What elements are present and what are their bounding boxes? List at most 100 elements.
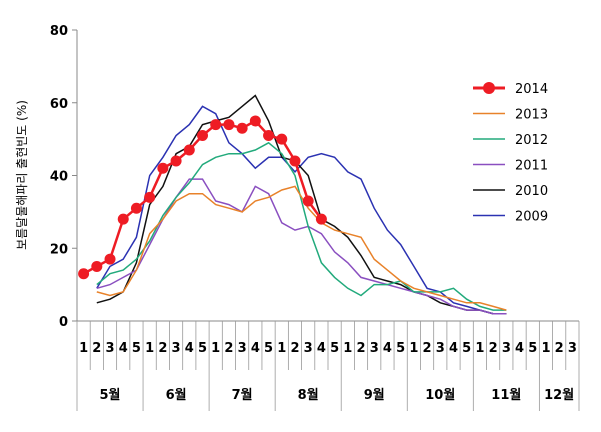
week-label: 2	[158, 341, 167, 356]
week-label: 1	[409, 341, 418, 356]
legend-label: 2009	[515, 210, 548, 225]
week-label: 4	[383, 341, 392, 356]
week-label: 2	[555, 341, 564, 356]
week-label: 3	[568, 341, 577, 356]
data-point-2014	[91, 260, 103, 272]
week-label: 2	[357, 341, 366, 356]
month-label: 7월	[232, 387, 253, 403]
series-line-2009	[96, 105, 507, 315]
week-label: 4	[185, 341, 194, 356]
data-point-2014	[236, 122, 248, 134]
legend-label: 2010	[515, 184, 548, 199]
y-tick-label: 60	[50, 97, 68, 112]
week-label: 3	[238, 341, 247, 356]
data-point-2014	[170, 155, 182, 167]
data-point-2014	[315, 213, 327, 225]
series-line-2012	[96, 141, 507, 311]
series-line-2013	[96, 185, 507, 311]
data-point-2014	[302, 195, 314, 207]
week-label: 4	[251, 341, 260, 356]
series-lines	[78, 94, 507, 315]
data-point-2014	[130, 202, 142, 214]
y-tick-label: 80	[50, 24, 68, 39]
data-point-2014	[276, 133, 288, 145]
legend-item-2014: 2014	[473, 82, 548, 97]
week-label: 4	[449, 341, 458, 356]
month-label: 5월	[100, 387, 121, 403]
legend-item-2013: 2013	[473, 108, 548, 123]
legend-marker	[483, 82, 495, 94]
week-label: 5	[396, 341, 405, 356]
legend-item-2010: 2010	[473, 184, 548, 199]
month-label: 11월	[491, 387, 521, 403]
legend-item-2012: 2012	[473, 133, 548, 148]
series-line-2010	[96, 94, 507, 315]
y-axis-label: 보름달물해파리 출현빈도 (%)	[15, 100, 29, 250]
week-label: 2	[423, 341, 432, 356]
week-label: 1	[475, 341, 484, 356]
series-line-2014	[82, 119, 323, 275]
data-point-2014	[183, 144, 195, 156]
legend-item-2009: 2009	[473, 210, 548, 225]
y-tick-label: 0	[59, 315, 68, 330]
legend-label: 2012	[515, 133, 548, 148]
week-label: 1	[145, 341, 154, 356]
week-label: 5	[198, 341, 207, 356]
week-label: 5	[132, 341, 141, 356]
data-point-2014	[157, 162, 169, 174]
week-label: 1	[277, 341, 286, 356]
data-point-2014	[223, 119, 235, 131]
month-label: 9월	[364, 387, 385, 403]
month-label: 12월	[544, 387, 574, 403]
series-2009	[96, 105, 507, 315]
data-point-2014	[249, 115, 261, 127]
week-label: 2	[489, 341, 498, 356]
week-label: 5	[462, 341, 471, 356]
axes	[76, 30, 579, 322]
series-2014	[78, 115, 327, 280]
week-label: 5	[264, 341, 273, 356]
month-label: 8월	[298, 387, 319, 403]
week-label: 4	[317, 341, 326, 356]
month-label: 6월	[166, 387, 187, 403]
week-label: 2	[224, 341, 233, 356]
series-2013	[96, 185, 507, 311]
week-label: 4	[119, 341, 128, 356]
week-label: 1	[541, 341, 550, 356]
legend-label: 2011	[515, 159, 548, 174]
week-label: 5	[528, 341, 537, 356]
data-point-2014	[210, 119, 222, 131]
week-label: 3	[370, 341, 379, 356]
legend: 2014 2013 2012 2011 2010 2009	[473, 82, 548, 225]
legend-label: 2013	[515, 108, 548, 123]
data-point-2014	[104, 253, 116, 265]
week-label: 2	[290, 341, 299, 356]
series-2010	[96, 94, 507, 315]
series-2012	[96, 141, 507, 311]
data-point-2014	[144, 191, 156, 203]
data-point-2014	[197, 129, 208, 141]
y-axis-ticks: 0 20 40 60 80	[50, 24, 77, 330]
data-point-2014	[78, 268, 90, 280]
legend-label: 2014	[515, 82, 548, 97]
week-label: 1	[343, 341, 352, 356]
legend-item-2011: 2011	[473, 159, 548, 174]
week-label: 3	[106, 341, 115, 356]
data-point-2014	[263, 129, 275, 141]
week-label: 3	[304, 341, 313, 356]
y-tick-label: 40	[50, 170, 68, 185]
week-label: 3	[436, 341, 445, 356]
y-tick-label: 20	[50, 242, 68, 257]
week-label: 4	[515, 341, 524, 356]
week-label: 5	[330, 341, 339, 356]
data-point-2014	[289, 155, 301, 167]
week-label: 1	[211, 341, 220, 356]
week-label: 3	[172, 341, 181, 356]
week-label: 1	[79, 341, 88, 356]
month-label: 10월	[425, 387, 455, 403]
data-point-2014	[117, 213, 129, 225]
x-axis-month-labels: 5월 6월 7월 8월 9월 10월 11월 12월	[76, 370, 580, 411]
week-label: 3	[502, 341, 511, 356]
